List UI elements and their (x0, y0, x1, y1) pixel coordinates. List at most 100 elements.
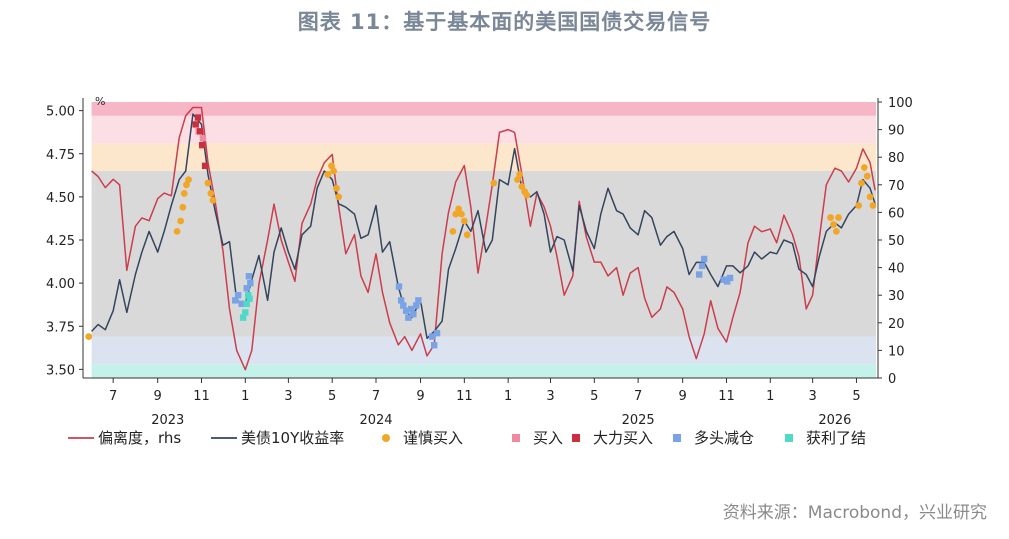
signal-point-strong-buy (201, 162, 209, 170)
x-tick-label: 3 (546, 389, 554, 404)
legend-swatch-dot (382, 434, 390, 442)
x-tick-label: 11 (456, 389, 473, 404)
signal-point-cautious-buy (173, 227, 181, 235)
signal-point-take-profit (244, 292, 252, 299)
legend-swatch-square (512, 434, 520, 442)
signal-point-strong-buy (194, 114, 202, 121)
signal-point-long-reduce (247, 279, 254, 287)
signal-point-long-reduce (397, 297, 405, 304)
x-tick-label: 11 (193, 389, 210, 404)
signal-point-long-reduce (232, 297, 239, 304)
x-year-label: 2023 (151, 413, 184, 428)
signal-point-cautious-buy (185, 176, 192, 184)
signal-point-long-reduce (433, 329, 441, 337)
x-year-label: 2026 (818, 413, 851, 428)
signal-point-cautious-buy (177, 217, 185, 225)
signal-point-cautious-buy (452, 210, 460, 218)
signal-point-cautious-buy (207, 190, 215, 197)
signal-point-cautious-buy (860, 164, 868, 171)
legend-label: 大力买入 (593, 429, 653, 447)
legend-swatch-square (572, 434, 580, 442)
signal-point-cautious-buy (858, 179, 865, 187)
signal-point-long-reduce (430, 342, 438, 349)
signal-point-cautious-buy (179, 203, 187, 211)
x-tick-label: 3 (284, 389, 292, 404)
x-tick-label: 5 (590, 389, 598, 404)
right-tick-label: 10 (888, 344, 905, 359)
signal-point-cautious-buy (866, 193, 874, 201)
signal-point-cautious-buy (830, 221, 837, 228)
signal-point-cautious-buy (490, 179, 498, 187)
legend-swatch-square (673, 434, 681, 442)
signal-point-long-reduce (407, 305, 415, 313)
legend-label: 偏离度，rhs (98, 429, 181, 447)
signal-point-long-reduce (695, 271, 703, 278)
x-tick-label: 11 (718, 389, 735, 404)
legend-swatch-square (785, 434, 793, 442)
signal-point-take-profit (239, 314, 247, 321)
x-tick-label: 7 (634, 389, 642, 404)
signal-point-long-reduce (428, 333, 436, 340)
signal-markers (85, 114, 877, 349)
series-line-yield (91, 113, 876, 340)
band-0 (91, 364, 876, 378)
signal-point-cautious-buy (832, 227, 840, 235)
signal-point-long-reduce (405, 314, 412, 321)
source-note: 资料来源：Macrobond，兴业研究 (722, 503, 987, 523)
x-tick-label: 9 (154, 389, 162, 404)
signal-point-cautious-buy (863, 172, 871, 180)
signal-point-cautious-buy (463, 231, 471, 239)
signal-bands (91, 102, 876, 378)
left-tick-label: 4.50 (46, 191, 75, 206)
signal-point-strong-buy (199, 141, 206, 149)
left-tick-label: 4.25 (46, 234, 75, 249)
x-tick-label: 9 (416, 389, 424, 404)
signal-point-long-reduce (723, 278, 731, 285)
band-2 (91, 171, 876, 337)
chart-legend: 偏离度，rhs 美债10Y收益率 谨慎买入 买入 大力买入 多头减仓 获利了结 (68, 429, 866, 447)
plot-frame (82, 98, 879, 379)
right-tick-label: 70 (888, 179, 905, 194)
signal-point-buy (199, 135, 207, 142)
band-1 (91, 336, 876, 365)
signal-point-cautious-buy (335, 193, 343, 201)
signal-point-long-reduce (402, 307, 410, 314)
band-5 (91, 102, 876, 116)
signal-point-long-reduce (726, 274, 734, 282)
page-title: 图表 11：基于基本面的美国国债交易信号 (297, 10, 712, 34)
right-tick-label: 60 (888, 206, 905, 221)
x-tick-label: 1 (766, 389, 774, 404)
signal-point-take-profit (242, 309, 249, 316)
signal-point-cautious-buy (516, 171, 524, 178)
left-unit-label: % (95, 95, 105, 108)
x-tick-label: 1 (241, 389, 249, 404)
right-tick-label: 50 (888, 234, 905, 249)
signal-point-cautious-buy (330, 167, 338, 175)
left-tick-label: 3.75 (46, 320, 75, 335)
series-line-deviation (91, 106, 876, 371)
signal-point-long-reduce (701, 255, 708, 263)
x-tick-label: 7 (109, 389, 117, 404)
signal-point-cautious-buy (328, 162, 335, 170)
signal-point-strong-buy (196, 128, 204, 135)
left-tick-label: 5.00 (46, 105, 75, 120)
x-year-label: 2024 (359, 413, 392, 428)
right-tick-label: 100 (888, 96, 913, 111)
signal-point-long-reduce (415, 297, 422, 304)
signal-point-long-reduce (720, 276, 727, 283)
x-tick-label: 1 (504, 389, 512, 404)
signal-point-cautious-buy (869, 202, 877, 209)
x-year-label: 2025 (622, 413, 655, 428)
right-tick-label: 0 (888, 372, 896, 387)
signal-point-long-reduce (698, 262, 706, 270)
signal-point-long-reduce (238, 300, 245, 308)
signal-point-long-reduce (243, 285, 250, 292)
left-tick-label: 4.00 (46, 277, 75, 292)
right-tick-label: 40 (888, 262, 905, 277)
x-tick-label: 9 (679, 389, 687, 404)
signal-point-strong-buy (192, 121, 199, 128)
band-3 (91, 143, 876, 171)
x-tick-label: 5 (852, 389, 860, 404)
band-4 (91, 115, 876, 144)
signal-point-cautious-buy (827, 214, 835, 221)
